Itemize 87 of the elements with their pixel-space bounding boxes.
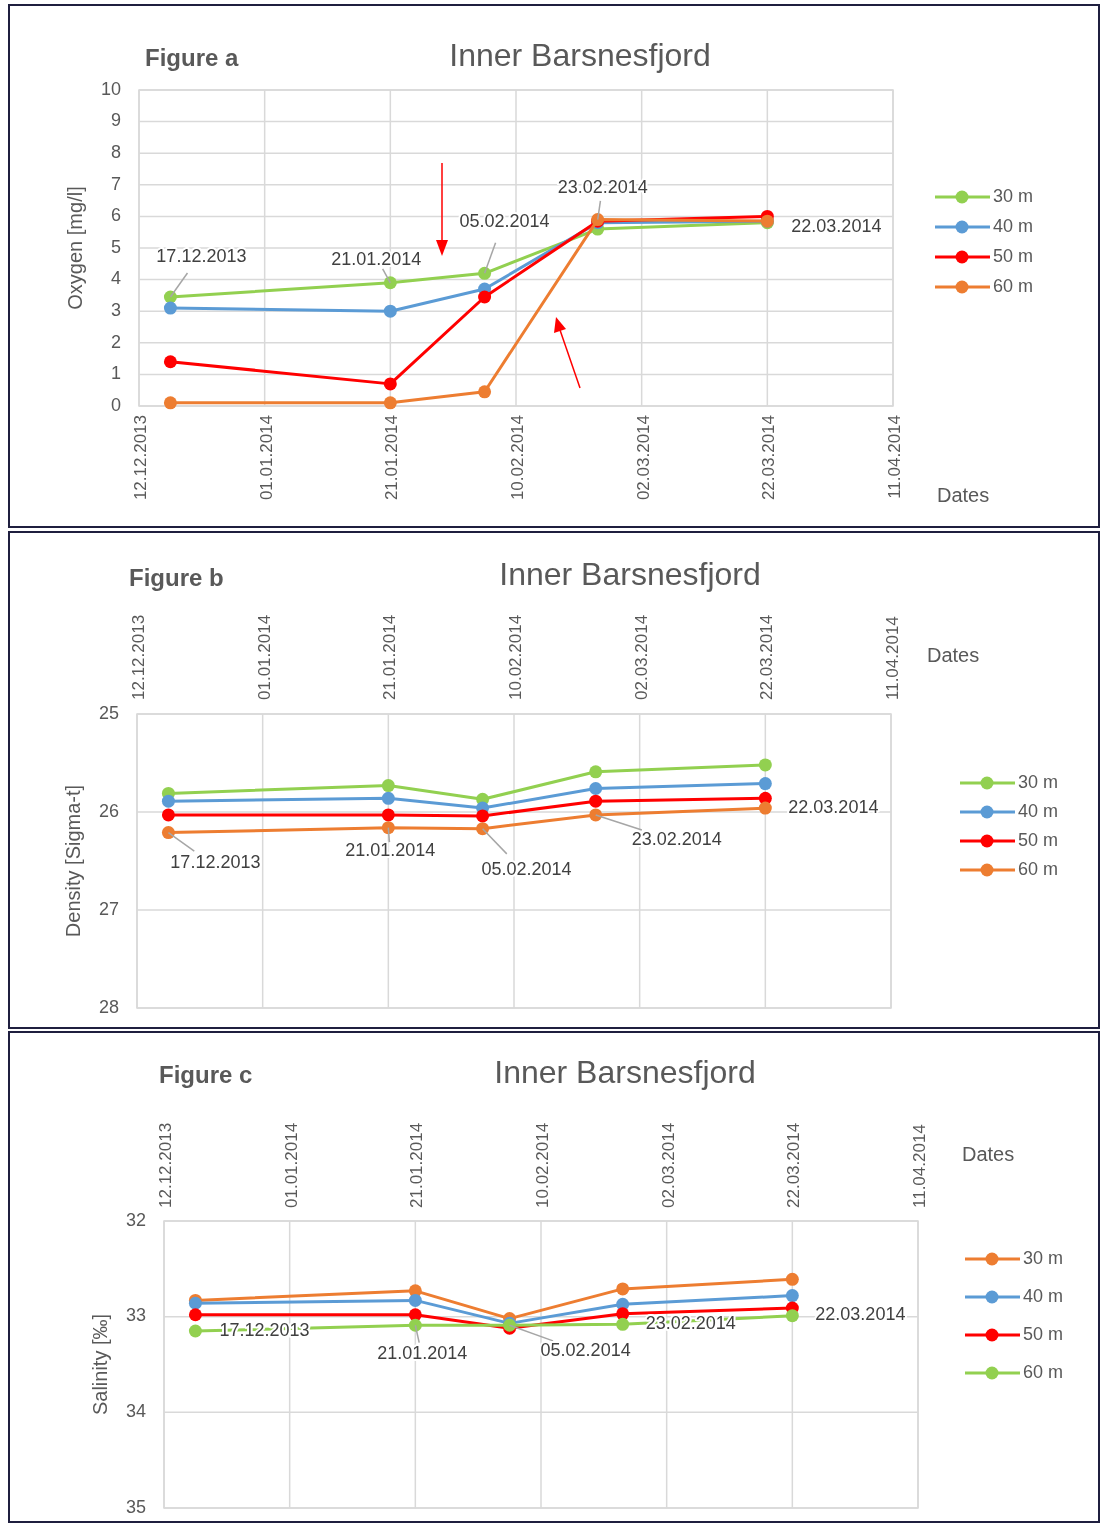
annotation: 23.02.2014 [557, 177, 648, 198]
annotation: 21.01.2014 [331, 248, 422, 269]
legend-label: 50 m [1023, 1323, 1064, 1344]
point [478, 385, 492, 399]
legend-label: 60 m [993, 275, 1034, 296]
point [163, 301, 177, 315]
legend-label: 60 m [1023, 1361, 1064, 1382]
point [383, 377, 397, 391]
annotation: 21.01.2014 [377, 1343, 468, 1364]
chart-title: Inner Barsnesfjord [499, 556, 761, 593]
x2-tick-label: 11.04.2014 [910, 1124, 929, 1208]
annotation: 17.12.2013 [170, 852, 261, 873]
x2-tick-label: 22.03.2014 [757, 614, 777, 700]
point [383, 396, 397, 410]
y-tick-label: 35 [125, 1496, 146, 1517]
y-tick-label: 34 [125, 1401, 146, 1422]
legend-label: 50 m [993, 245, 1034, 266]
point [478, 290, 492, 304]
annotation: 21.01.2014 [345, 840, 436, 861]
x2-tick-label: 02.03.2014 [631, 614, 651, 700]
legend-label: 30 m [1023, 1247, 1064, 1268]
annotation: 22.03.2014 [815, 1304, 906, 1325]
x2-axis-title: Dates [927, 644, 980, 667]
annotation: 05.02.2014 [459, 211, 550, 232]
y-tick-label: 7 [110, 173, 121, 194]
legend-label: 40 m [1018, 800, 1059, 821]
x-tick-label: 02.03.2014 [633, 415, 653, 501]
x2-tick-label: 10.02.2014 [533, 1122, 552, 1208]
y-tick-label: 26 [98, 800, 119, 821]
legend-label: 40 m [1023, 1285, 1064, 1306]
y-tick-label: 10 [100, 78, 121, 99]
x2-tick-label: 21.01.2014 [407, 1122, 427, 1208]
x-tick-label: 12.12.2013 [131, 415, 150, 501]
text: Figure b [129, 564, 224, 592]
legend-label: 50 m [1018, 829, 1059, 850]
y-tick-label: 28 [98, 996, 119, 1017]
annotation: 05.02.2014 [540, 1340, 631, 1361]
legend-label: 30 m [993, 185, 1034, 206]
y-tick-label: 33 [125, 1305, 146, 1326]
x-tick-label: 21.01.2014 [382, 415, 402, 501]
x2-tick-label: 21.01.2014 [380, 614, 400, 700]
legend-label: 30 m [1018, 771, 1059, 792]
y-axis-title: Density [Sigma-t] [62, 784, 85, 938]
y-tick-label: 32 [125, 1209, 146, 1230]
y-tick-label: 25 [98, 702, 119, 723]
y-tick-label: 2 [110, 331, 121, 352]
legend-label: 40 m [993, 215, 1034, 236]
x-tick-label: 01.01.2014 [256, 415, 276, 501]
annotation: 05.02.2014 [481, 859, 572, 880]
x2-tick-label: 01.01.2014 [281, 1122, 301, 1208]
point [163, 396, 177, 410]
x2-tick-label: 10.02.2014 [506, 614, 525, 700]
x-tick-label: 10.02.2014 [508, 415, 527, 501]
legend-label: 60 m [1018, 858, 1059, 879]
y-tick-label: 5 [110, 236, 121, 257]
y-tick-label: 27 [98, 898, 119, 919]
x-tick-label: 22.03.2014 [759, 415, 779, 501]
x2-axis-title: Dates [962, 1143, 1015, 1166]
x-axis-title: Dates [937, 484, 990, 507]
annotation: 22.03.2014 [791, 215, 882, 236]
y-tick-label: 4 [110, 268, 121, 289]
x2-tick-label: 22.03.2014 [784, 1122, 804, 1208]
y-axis-title: Salinity [‰] [89, 1313, 112, 1416]
y-tick-label: 3 [110, 299, 121, 320]
x2-tick-label: 12.12.2013 [156, 1122, 175, 1208]
x2-tick-label: 01.01.2014 [254, 614, 274, 700]
point [478, 266, 492, 280]
y-tick-label: 9 [110, 110, 121, 131]
x2-tick-label: 02.03.2014 [658, 1122, 678, 1208]
chart-title: Inner Barsnesfjord [494, 1054, 756, 1091]
annotation: 23.02.2014 [631, 828, 722, 849]
y-tick-label: 6 [110, 205, 121, 226]
x-tick-label: 11.04.2014 [885, 415, 904, 499]
point [383, 304, 397, 318]
y-tick-label: 0 [110, 394, 121, 415]
annotation: 17.12.2013 [156, 245, 247, 266]
x2-tick-label: 12.12.2013 [129, 614, 148, 700]
y-axis-title: Oxygen [mg/l] [64, 186, 87, 310]
text: Figure c [159, 1061, 253, 1089]
y-tick-label: 1 [110, 363, 121, 384]
annotation: 22.03.2014 [788, 796, 879, 817]
x2-tick-label: 11.04.2014 [883, 616, 902, 700]
point [163, 355, 177, 369]
point [383, 276, 397, 290]
chart-title: Inner Barsnesfjord [449, 37, 711, 74]
y-tick-label: 8 [110, 141, 121, 162]
text: Figure a [145, 44, 239, 72]
